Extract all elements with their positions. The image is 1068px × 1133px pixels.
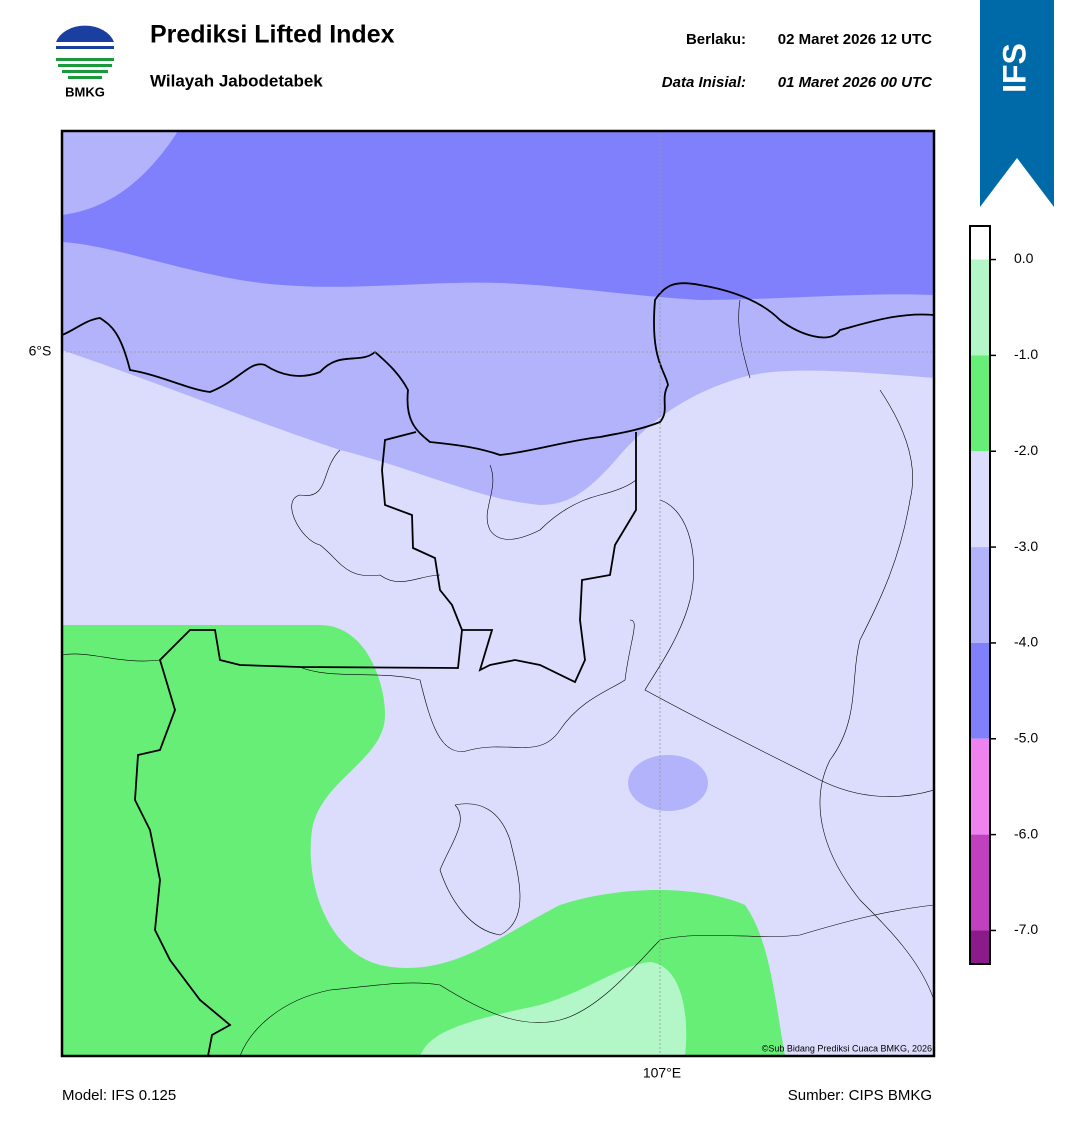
colorbar-tick-label: -7.0 <box>1014 921 1038 937</box>
colorbar-band <box>970 259 990 356</box>
colorbar-tick-label: 0.0 <box>1014 250 1034 266</box>
init-time: 01 Maret 2026 00 UTC <box>778 74 933 91</box>
logo-text: BMKG <box>65 84 105 99</box>
init-label: Data Inisial: <box>662 74 746 91</box>
colorbar: 0.0 -1.0 -2.0 -3.0 -4.0 -5.0 -6.0 -7.0 <box>969 225 1038 965</box>
badge <box>980 0 1054 207</box>
colorbar-frame <box>969 225 991 965</box>
colorbar-band <box>970 355 990 452</box>
colorbar-tick-label: -2.0 <box>1014 442 1038 458</box>
title: Prediksi Lifted Index <box>150 21 395 49</box>
colorbar-tick-label: -3.0 <box>1014 538 1038 554</box>
colorbar-band <box>970 834 990 931</box>
colorbar-tick-label: -5.0 <box>1014 729 1038 745</box>
colorbar-band <box>970 642 990 739</box>
lat-label: 6°S <box>29 343 52 359</box>
colorbar-band <box>970 738 990 835</box>
model: Model: IFS 0.125 <box>62 1087 176 1104</box>
badge-text: IFS <box>996 43 1032 93</box>
lon-label: 107°E <box>643 1065 681 1081</box>
colorbar-band <box>970 451 990 548</box>
credit: ©Sub Bidang Prediksi Cuaca BMKG, 2026 <box>762 1043 932 1053</box>
colorbar-tick-label: -1.0 <box>1014 346 1038 362</box>
colorbar-band <box>970 547 990 643</box>
subtitle: Wilayah Jabodetabek <box>150 71 323 90</box>
colorbar-band <box>970 930 990 964</box>
colorbar-band <box>970 226 990 260</box>
valid-time: 02 Maret 2026 12 UTC <box>778 31 932 48</box>
colorbar-tick-label: -6.0 <box>1014 825 1038 841</box>
logo: BMKG <box>56 25 114 99</box>
source: Sumber: CIPS BMKG <box>788 1087 932 1104</box>
colorbar-tick-label: -4.0 <box>1014 634 1038 650</box>
map-frame <box>60 129 936 1058</box>
valid-label: Berlaku: <box>686 31 746 48</box>
map: ©Sub Bidang Prediksi Cuaca BMKG, 2026 <box>62 131 934 1056</box>
